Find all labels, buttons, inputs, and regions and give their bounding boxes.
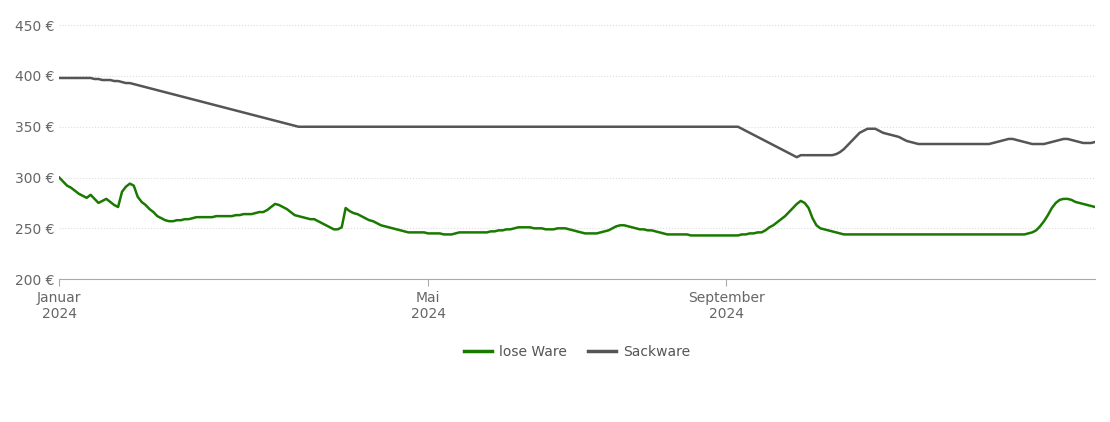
Legend: lose Ware, Sackware: lose Ware, Sackware [458, 340, 695, 365]
